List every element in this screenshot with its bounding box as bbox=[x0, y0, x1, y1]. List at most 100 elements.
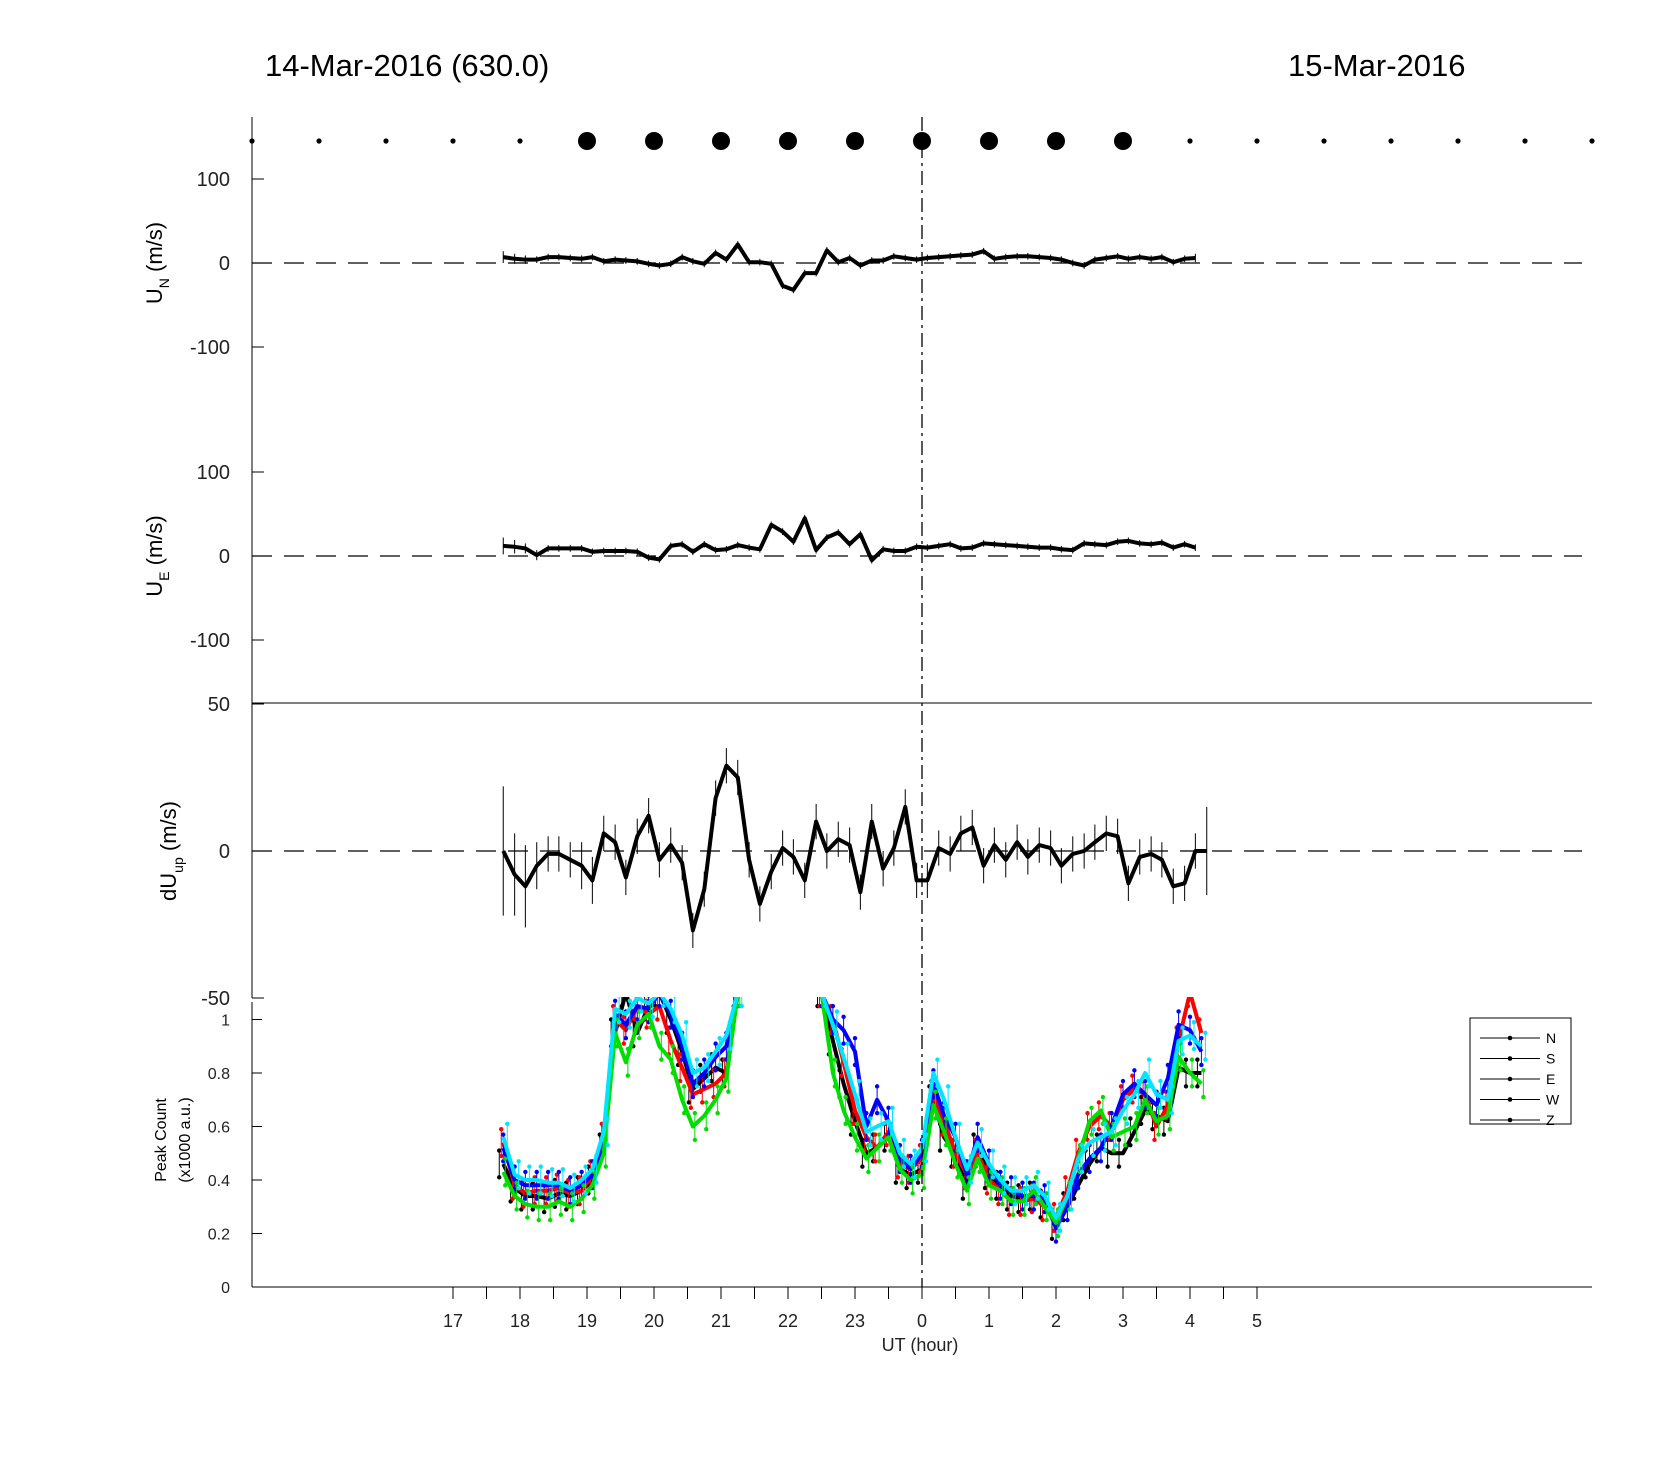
counts-point bbox=[998, 1196, 1003, 1201]
counts-point bbox=[1169, 1110, 1175, 1116]
counts-point bbox=[878, 1110, 884, 1116]
counts-point bbox=[1040, 1217, 1045, 1223]
un-panel: 100 0 -100 UN (m/s) bbox=[142, 117, 1582, 409]
counts-point bbox=[864, 1137, 869, 1143]
counts-point bbox=[901, 1137, 907, 1143]
counts-point bbox=[726, 1089, 731, 1094]
counts-point bbox=[627, 1025, 633, 1030]
x-tick-label: 21 bbox=[711, 1311, 731, 1331]
counts-point bbox=[650, 988, 654, 992]
counts-point bbox=[968, 1180, 974, 1185]
title-left: 14-Mar-2016 (630.0) bbox=[265, 48, 549, 83]
counts-point bbox=[1012, 1175, 1018, 1180]
counts-point bbox=[549, 1193, 555, 1199]
moon-marker-small bbox=[1522, 138, 1528, 144]
counts-point bbox=[1111, 1148, 1116, 1153]
counts-point bbox=[1018, 1212, 1023, 1217]
counts-point bbox=[984, 1191, 990, 1196]
counts-point bbox=[921, 1185, 927, 1191]
counts-point bbox=[1002, 1164, 1007, 1169]
counts-point bbox=[1122, 1143, 1128, 1148]
counts-point bbox=[1089, 1105, 1094, 1110]
counts-point bbox=[1113, 1143, 1118, 1148]
counts-point bbox=[1079, 1169, 1085, 1175]
counts-point bbox=[583, 1191, 588, 1196]
ue-y-label: UE (m/s) bbox=[142, 515, 172, 596]
counts-point bbox=[1124, 1121, 1130, 1127]
counts-point bbox=[1073, 1137, 1079, 1143]
counts-point bbox=[581, 1183, 586, 1188]
counts-series-line bbox=[501, 997, 740, 1196]
counts-point bbox=[845, 1041, 850, 1046]
counts-point bbox=[1008, 1175, 1014, 1180]
counts-series-line bbox=[501, 997, 739, 1193]
counts-point bbox=[854, 1121, 860, 1127]
counts-point bbox=[1199, 1036, 1204, 1041]
counts-point bbox=[668, 1025, 673, 1030]
counts-point bbox=[694, 1084, 700, 1089]
counts-point bbox=[872, 1159, 878, 1164]
counts-point bbox=[1186, 977, 1190, 981]
counts-point bbox=[704, 1126, 709, 1132]
counts-point bbox=[1044, 1217, 1049, 1223]
counts-point bbox=[592, 1196, 597, 1201]
counts-point bbox=[1006, 1212, 1012, 1217]
counts-point bbox=[1055, 1233, 1061, 1239]
counts-point bbox=[503, 1156, 508, 1161]
counts-point bbox=[706, 1078, 711, 1084]
legend-marker bbox=[1507, 1035, 1513, 1041]
counts-point bbox=[943, 1116, 949, 1121]
counts-point bbox=[738, 977, 742, 981]
counts-point bbox=[878, 1137, 884, 1143]
counts-point bbox=[990, 1148, 996, 1153]
counts-point bbox=[996, 1201, 1001, 1207]
counts-point bbox=[910, 1191, 915, 1196]
x-axis: 17 18 19 20 21 22 23 0 1 2 3 4 5UT (hour) bbox=[252, 1286, 1592, 1355]
counts-point bbox=[1195, 1084, 1200, 1089]
counts-point bbox=[998, 1169, 1003, 1175]
counts-y-tick-label: 0 bbox=[221, 1280, 230, 1297]
counts-point bbox=[523, 1169, 528, 1175]
counts-point bbox=[545, 1196, 551, 1201]
counts-y-label: Peak Count bbox=[153, 1098, 170, 1182]
counts-point bbox=[1065, 1217, 1070, 1223]
counts-point bbox=[937, 1148, 943, 1153]
legend-marker bbox=[1507, 1097, 1513, 1102]
counts-point bbox=[908, 1153, 913, 1159]
counts-point bbox=[1187, 1014, 1193, 1020]
counts-point bbox=[890, 1105, 895, 1110]
counts-point bbox=[1134, 1137, 1139, 1143]
counts-point bbox=[1024, 1201, 1029, 1207]
counts-point bbox=[653, 977, 657, 981]
counts-point bbox=[639, 983, 643, 987]
du-y-label: dUup (m/s) bbox=[156, 801, 186, 901]
moon-marker-large bbox=[1114, 132, 1132, 150]
counts-point bbox=[572, 1199, 577, 1204]
un-y-tick-label: -100 bbox=[190, 337, 230, 359]
counts-point bbox=[536, 1217, 541, 1223]
counts-point bbox=[1161, 1132, 1167, 1137]
counts-point bbox=[841, 1014, 846, 1020]
moon-marker-small bbox=[450, 138, 456, 144]
counts-point bbox=[538, 1164, 543, 1169]
counts-point bbox=[1109, 1110, 1114, 1116]
x-tick-label: 3 bbox=[1118, 1311, 1128, 1331]
counts-point bbox=[702, 1084, 707, 1089]
counts-point bbox=[659, 1057, 664, 1062]
counts-point bbox=[904, 1185, 909, 1191]
counts-point bbox=[499, 1153, 504, 1159]
counts-point bbox=[1033, 1175, 1039, 1180]
counts-point bbox=[715, 1110, 720, 1116]
counts-point bbox=[1079, 1143, 1085, 1148]
counts-point bbox=[625, 1073, 631, 1078]
counts-point bbox=[979, 1126, 984, 1132]
counts-point bbox=[523, 1196, 528, 1201]
counts-point bbox=[1096, 1100, 1102, 1105]
counts-point bbox=[525, 1215, 530, 1220]
moon-marker-large bbox=[712, 132, 730, 150]
x-tick-label: 1 bbox=[984, 1311, 994, 1331]
counts-point bbox=[1024, 1175, 1029, 1180]
legend-label: W bbox=[1546, 1092, 1560, 1108]
